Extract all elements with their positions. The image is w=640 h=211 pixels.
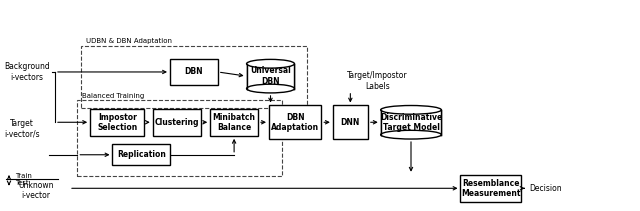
Bar <box>170 59 218 85</box>
Bar <box>381 110 442 135</box>
Text: Decision: Decision <box>529 184 562 193</box>
Bar <box>333 106 368 139</box>
Text: Replication: Replication <box>116 150 166 159</box>
Ellipse shape <box>246 59 294 68</box>
Text: Test: Test <box>15 180 29 187</box>
Text: DNN: DNN <box>340 118 360 127</box>
Bar <box>153 109 200 136</box>
Ellipse shape <box>246 84 294 93</box>
Ellipse shape <box>381 130 442 139</box>
Bar <box>77 100 282 176</box>
Text: Impostor
Selection: Impostor Selection <box>97 113 138 132</box>
Bar <box>210 109 258 136</box>
Text: Resemblance
Measurement: Resemblance Measurement <box>461 179 520 198</box>
Ellipse shape <box>381 106 442 114</box>
Text: Balanced Training: Balanced Training <box>83 93 145 99</box>
Bar <box>81 46 307 108</box>
Text: Background
i-vectors: Background i-vectors <box>4 62 50 82</box>
Text: DBN
Adaptation: DBN Adaptation <box>271 113 319 132</box>
Text: UDBN & DBN Adaptation: UDBN & DBN Adaptation <box>86 38 172 44</box>
Text: Unknown
i-vector: Unknown i-vector <box>18 181 54 200</box>
Text: Target/Impostor
Labels: Target/Impostor Labels <box>347 72 408 91</box>
Bar <box>461 175 521 202</box>
Text: Train: Train <box>15 173 32 179</box>
Text: Discriminative
Target Model: Discriminative Target Model <box>380 113 442 132</box>
Text: DBN: DBN <box>184 68 203 76</box>
Bar <box>381 110 442 135</box>
Bar <box>246 64 294 89</box>
Bar <box>269 106 321 139</box>
Bar <box>246 64 294 89</box>
Bar <box>90 109 145 136</box>
Text: Target
i-vector/s: Target i-vector/s <box>4 119 40 138</box>
Bar <box>113 144 170 165</box>
Text: Minibatch
Balance: Minibatch Balance <box>212 113 255 132</box>
Text: Universal
DBN: Universal DBN <box>250 66 291 86</box>
Text: Clustering: Clustering <box>154 118 199 127</box>
